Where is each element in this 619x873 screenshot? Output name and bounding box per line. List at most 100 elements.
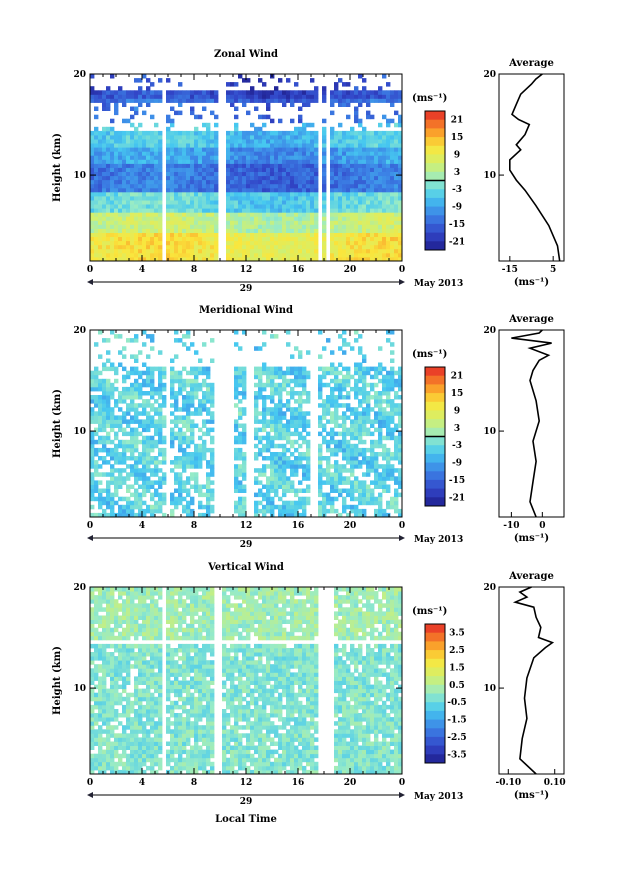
heatmap-cell [370, 443, 375, 449]
heatmap-cell [134, 224, 139, 229]
heatmap-cell [294, 228, 299, 233]
heatmap-cell [254, 183, 259, 189]
heatmap-cell [126, 175, 131, 181]
heatmap-cell [126, 171, 131, 177]
heatmap-cell [162, 452, 167, 457]
heatmap-cell [338, 334, 343, 339]
heatmap-cell [334, 155, 339, 160]
heatmap-cell [398, 204, 403, 209]
heatmap-cell [134, 407, 139, 412]
heatmap-cell [114, 236, 119, 242]
heatmap-cell [266, 135, 271, 140]
heatmap-cell [214, 208, 219, 213]
heatmap-cell [298, 187, 303, 193]
heatmap-cell [206, 366, 211, 372]
heatmap-cell [346, 252, 351, 258]
heatmap-cell [198, 147, 203, 152]
heatmap-cell [322, 175, 327, 181]
heatmap-cell [206, 427, 211, 433]
heatmap-cell [330, 415, 335, 420]
heatmap-cell [290, 460, 295, 465]
heatmap-cell [146, 204, 151, 209]
heatmap-cell [386, 228, 391, 233]
heatmap-cell [174, 415, 179, 420]
heatmap-cell [342, 423, 347, 428]
heatmap-cell [330, 386, 335, 392]
heatmap-cell [330, 366, 335, 372]
heatmap-cell [330, 439, 335, 445]
heatmap-cell [106, 452, 111, 457]
heatmap-cell [274, 431, 279, 437]
heatmap-cell [154, 488, 159, 493]
heatmap-cell [326, 382, 331, 388]
heatmap-cell [330, 431, 335, 437]
heatmap-cell [194, 464, 199, 469]
heatmap-cell [302, 464, 307, 469]
heatmap-cell [370, 212, 375, 217]
heatmap-cell [270, 334, 275, 339]
heatmap-cell [98, 709, 103, 714]
heatmap-cell [130, 391, 135, 396]
heatmap-cell [150, 435, 155, 441]
heatmap-cell [102, 753, 107, 759]
heatmap-cell [182, 342, 187, 347]
heatmap-cell [254, 468, 259, 473]
heatmap-cell [270, 439, 275, 445]
heatmap-cell [282, 370, 287, 376]
heatmap-cell [234, 403, 239, 408]
heatmap-cell [298, 354, 303, 359]
heatmap-cell [242, 90, 247, 95]
heatmap-cell [358, 419, 363, 424]
heatmap-cell [346, 187, 351, 193]
heatmap-cell [130, 224, 135, 229]
heatmap-cell [394, 155, 399, 160]
heatmap-cell [154, 240, 159, 246]
heatmap-cell [134, 512, 139, 518]
heatmap-cell [130, 500, 135, 506]
heatmap-cell [398, 171, 403, 177]
heatmap-cell [302, 196, 307, 201]
heatmap-cell [174, 232, 179, 237]
heatmap-cell [114, 334, 119, 339]
heatmap-cell [90, 656, 95, 661]
heatmap-cell [350, 130, 355, 136]
heatmap-cell [346, 94, 351, 99]
heatmap-cell [106, 411, 111, 416]
heatmap-cell [138, 240, 143, 246]
heatmap-cell [358, 130, 363, 136]
heatmap-cell [270, 220, 275, 225]
heatmap-cell [102, 200, 107, 205]
heatmap-cell [362, 456, 367, 461]
heatmap-cell [290, 191, 295, 197]
heatmap-cell [334, 135, 339, 140]
heatmap-cell [98, 248, 103, 254]
heatmap-cell [282, 200, 287, 205]
heatmap-cell [298, 114, 303, 120]
heatmap-cell [90, 660, 95, 665]
heatmap-cell [214, 248, 219, 254]
heatmap-cell [366, 159, 371, 164]
heatmap-cell [178, 135, 183, 140]
heatmap-cell [134, 78, 139, 83]
heatmap-cell [346, 90, 351, 95]
heatmap-cell [130, 163, 135, 168]
heatmap-cell [190, 204, 195, 209]
heatmap-cell [354, 86, 359, 91]
heatmap-cell [174, 374, 179, 380]
heatmap-cell [322, 191, 327, 197]
heatmap-cell [154, 439, 159, 445]
heatmap-cell [250, 208, 255, 213]
heatmap-cell [106, 512, 111, 518]
heatmap-cell [162, 500, 167, 506]
heatmap-cell [282, 102, 287, 107]
heatmap-cell [170, 228, 175, 233]
heatmap-cell [290, 179, 295, 185]
heatmap-cell [290, 240, 295, 246]
heatmap-cell [246, 248, 251, 254]
heatmap-cell [358, 415, 363, 420]
heatmap-cell [374, 90, 379, 95]
heatmap-cell [274, 411, 279, 416]
heatmap-cell [90, 635, 95, 641]
heatmap-cell [294, 346, 299, 351]
